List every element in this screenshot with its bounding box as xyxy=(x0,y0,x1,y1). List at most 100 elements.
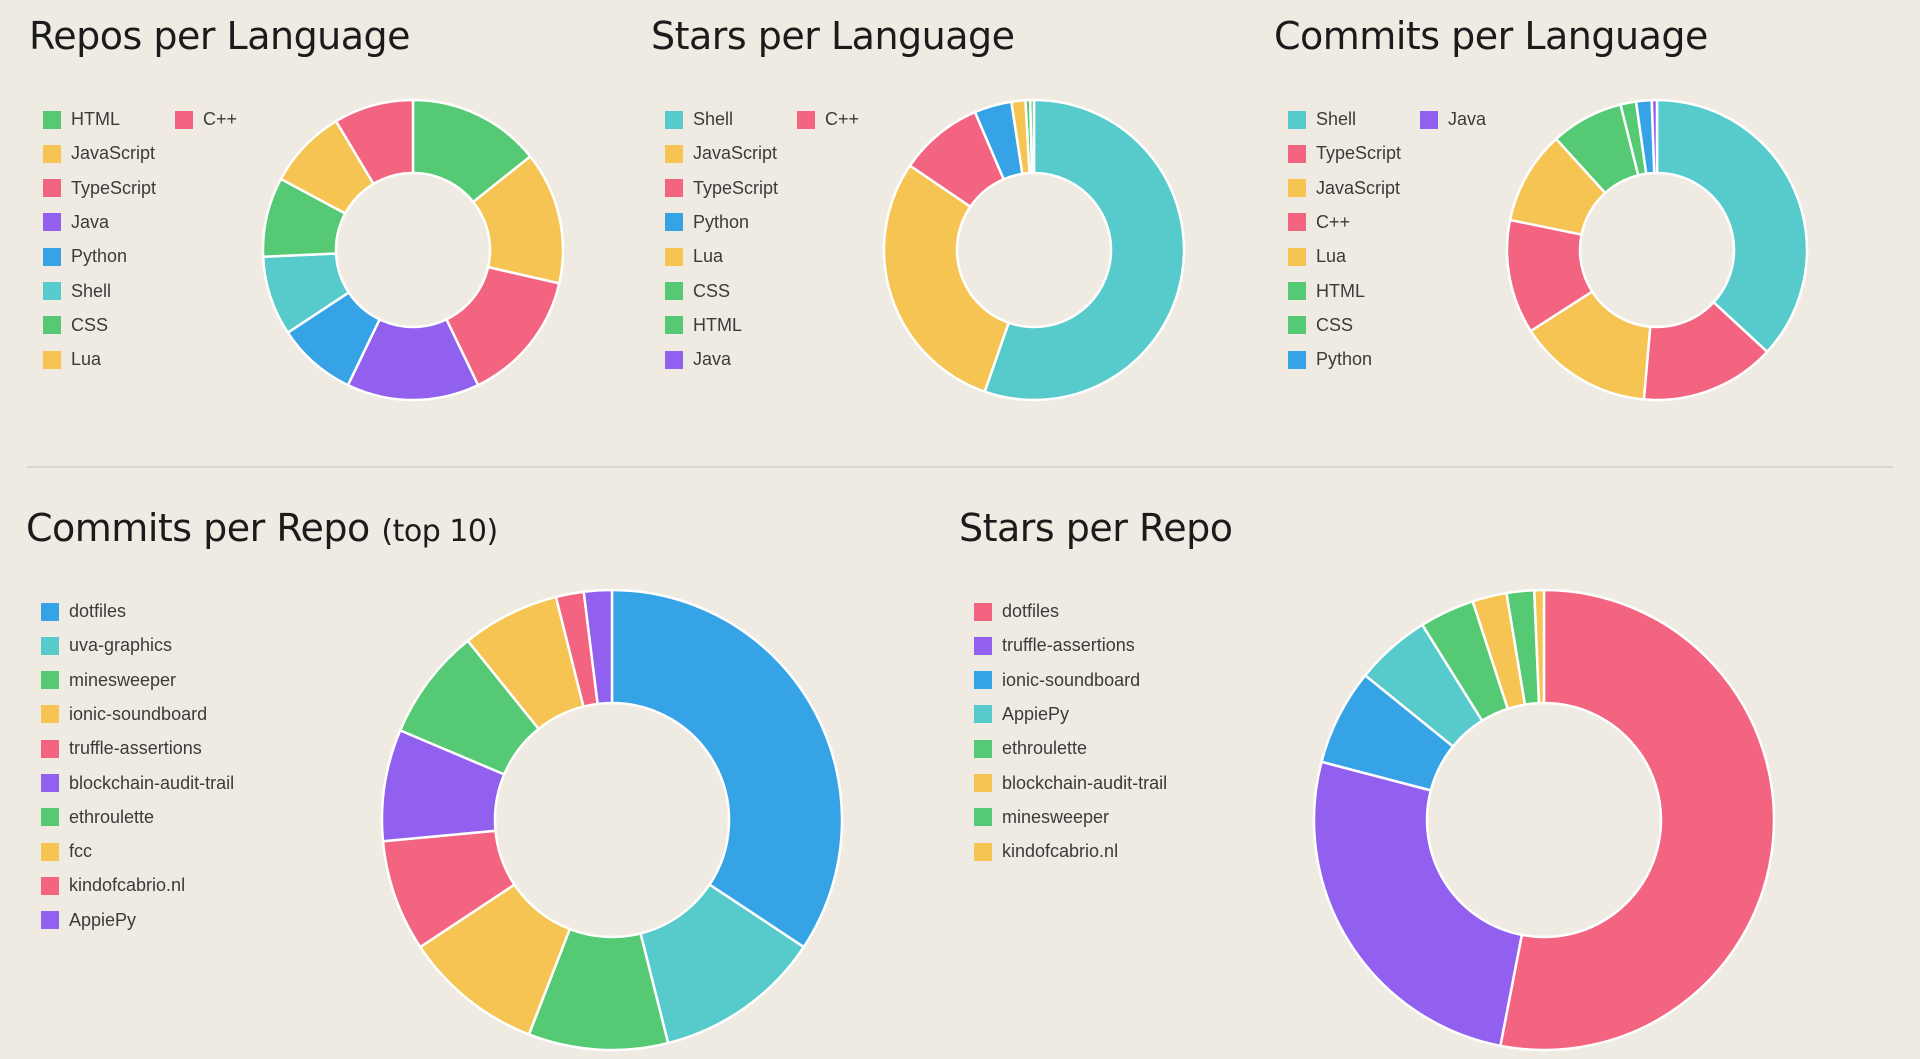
legend-item-uva-graphics[interactable]: uva-graphics xyxy=(41,635,172,656)
legend-swatch xyxy=(43,179,61,198)
legend-item-html[interactable]: HTML xyxy=(43,109,120,130)
legend-label: dotfiles xyxy=(69,601,127,621)
legend-item-css[interactable]: CSS xyxy=(665,281,730,302)
slice-dotfiles[interactable] xyxy=(1499,588,1776,1052)
legend-label: JavaScript xyxy=(1316,177,1401,198)
legend-item-typescript[interactable]: TypeScript xyxy=(1288,143,1401,164)
legend-swatch xyxy=(41,842,59,861)
legend-item-css[interactable]: CSS xyxy=(1288,315,1353,336)
slice-c[interactable] xyxy=(334,98,415,186)
legend-item-blockchain-audit-trail[interactable]: blockchain-audit-trail xyxy=(41,773,234,794)
legend-item-c[interactable]: C++ xyxy=(1288,212,1350,233)
legend-label: CSS xyxy=(71,314,109,335)
slice-kindofcabrio-nl[interactable] xyxy=(1533,588,1546,705)
legend-label: HTML xyxy=(693,314,742,335)
legend-swatch xyxy=(665,350,683,369)
legend-item-truffle-assertions[interactable]: truffle-assertions xyxy=(974,635,1135,656)
legend-item-lua[interactable]: Lua xyxy=(43,349,101,370)
legend-item-java[interactable]: Java xyxy=(43,212,109,233)
slice-javascript[interactable] xyxy=(882,164,1010,393)
slice-shell[interactable] xyxy=(1655,98,1809,354)
legend-item-javascript[interactable]: JavaScript xyxy=(43,143,155,164)
legend-item-appiepy[interactable]: AppiePy xyxy=(974,704,1069,725)
legend-swatch xyxy=(974,602,992,621)
legend-label: AppiePy xyxy=(1002,703,1070,724)
legend-label: TypeScript xyxy=(693,177,779,198)
legend-item-appiepy[interactable]: AppiePy xyxy=(41,910,136,931)
legend-label: TypeScript xyxy=(1316,143,1402,164)
legend-swatch xyxy=(1288,213,1306,232)
legend-swatch xyxy=(175,110,193,129)
chart-title-suffix: (top 10) xyxy=(381,514,498,549)
legend-label: CSS xyxy=(1316,314,1354,335)
legend-item-html[interactable]: HTML xyxy=(1288,281,1365,302)
legend-label: kindofcabrio.nl xyxy=(69,875,186,896)
legend-swatch xyxy=(797,110,815,129)
chart-title: Commits per Repo (top 10) xyxy=(26,506,498,550)
legend-label: blockchain-audit-trail xyxy=(69,772,235,793)
legend-swatch xyxy=(1288,316,1306,335)
legend-item-shell[interactable]: Shell xyxy=(1288,109,1356,130)
legend-item-dotfiles[interactable]: dotfiles xyxy=(41,601,126,622)
legend-item-c[interactable]: C++ xyxy=(175,109,237,130)
legend-swatch xyxy=(43,282,61,300)
legend-swatch xyxy=(974,671,992,690)
slice-truffle-assertions[interactable] xyxy=(1312,760,1524,1048)
legend-item-minesweeper[interactable]: minesweeper xyxy=(41,670,176,691)
legend-item-ethroulette[interactable]: ethroulette xyxy=(974,738,1087,759)
legend-item-dotfiles[interactable]: dotfiles xyxy=(974,601,1059,622)
legend-swatch xyxy=(665,316,683,335)
legend-item-shell[interactable]: Shell xyxy=(665,109,733,130)
legend-swatch xyxy=(665,110,683,129)
slice-dotfiles[interactable] xyxy=(610,588,844,949)
legend-item-python[interactable]: Python xyxy=(665,212,749,233)
legend-item-lua[interactable]: Lua xyxy=(1288,246,1346,267)
legend-label: ionic-soundboard xyxy=(69,703,208,724)
legend-item-kindofcabrio-nl[interactable]: kindofcabrio.nl xyxy=(41,875,185,896)
legend-item-java[interactable]: Java xyxy=(1420,109,1486,130)
legend-label: ethroulette xyxy=(69,806,155,827)
legend-item-html[interactable]: HTML xyxy=(665,315,742,336)
slice-appiepy[interactable] xyxy=(582,588,614,706)
legend-item-c[interactable]: C++ xyxy=(797,109,859,130)
legend-swatch xyxy=(41,774,59,792)
legend-label: blockchain-audit-trail xyxy=(1002,772,1168,793)
legend-label: Java xyxy=(71,211,110,232)
legend-label: JavaScript xyxy=(71,143,156,164)
slice-html[interactable] xyxy=(1028,98,1036,175)
legend-item-fcc[interactable]: fcc xyxy=(41,841,92,862)
legend-swatch xyxy=(41,636,59,655)
legend-label: Lua xyxy=(693,246,724,267)
legend-item-lua[interactable]: Lua xyxy=(665,246,723,267)
legend-item-javascript[interactable]: JavaScript xyxy=(1288,178,1400,199)
donut-chart xyxy=(380,588,844,1052)
slice-java[interactable] xyxy=(1650,98,1659,175)
legend-item-blockchain-audit-trail[interactable]: blockchain-audit-trail xyxy=(974,773,1167,794)
legend-item-kindofcabrio-nl[interactable]: kindofcabrio.nl xyxy=(974,841,1118,862)
legend-item-css[interactable]: CSS xyxy=(43,315,108,336)
legend-item-ionic-soundboard[interactable]: ionic-soundboard xyxy=(41,704,207,725)
legend-item-java[interactable]: Java xyxy=(665,349,731,370)
legend-swatch xyxy=(43,110,61,129)
legend-item-shell[interactable]: Shell xyxy=(43,281,111,302)
legend-label: CSS xyxy=(693,280,731,301)
legend-swatch xyxy=(974,705,992,724)
legend-swatch xyxy=(665,144,683,163)
legend-swatch xyxy=(41,671,59,690)
legend-item-python[interactable]: Python xyxy=(43,246,127,267)
legend-item-truffle-assertions[interactable]: truffle-assertions xyxy=(41,738,202,759)
donut-chart xyxy=(1505,98,1809,402)
legend-item-minesweeper[interactable]: minesweeper xyxy=(974,807,1109,828)
legend-item-python[interactable]: Python xyxy=(1288,349,1372,370)
donut-chart xyxy=(882,98,1186,402)
legend-item-javascript[interactable]: JavaScript xyxy=(665,143,777,164)
legend-item-typescript[interactable]: TypeScript xyxy=(43,178,156,199)
legend-item-ethroulette[interactable]: ethroulette xyxy=(41,807,154,828)
legend-item-typescript[interactable]: TypeScript xyxy=(665,178,778,199)
legend-label: truffle-assertions xyxy=(1002,635,1135,656)
chart-title: Commits per Language xyxy=(1274,14,1708,58)
legend-swatch xyxy=(1288,144,1306,163)
slice-shell[interactable] xyxy=(983,98,1186,402)
legend-item-ionic-soundboard[interactable]: ionic-soundboard xyxy=(974,670,1140,691)
legend-swatch xyxy=(41,911,59,930)
